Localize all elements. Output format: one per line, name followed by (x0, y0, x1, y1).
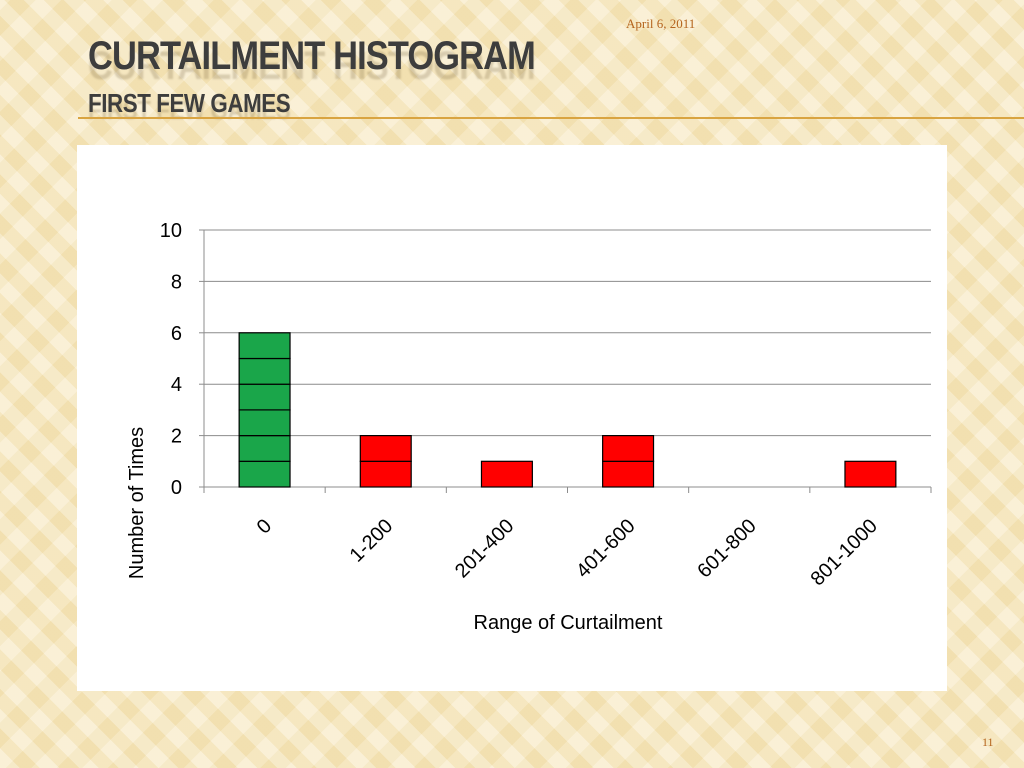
bar-block-0 (238, 357, 291, 385)
title-divider (78, 117, 1024, 119)
axes (199, 229, 932, 493)
y-tick-label: 6 (171, 323, 182, 345)
bar-block-401-600 (602, 460, 655, 488)
gridlines (204, 229, 931, 437)
bar-block-0 (238, 460, 291, 488)
bar-block-401-600 (602, 435, 655, 462)
page-number: 11 (982, 735, 994, 749)
x-tick-label: 801-1000 (807, 515, 882, 590)
x-tick-labels: 0 1-200 201-400 401-600 601-800 801-1000 (253, 515, 882, 590)
slide-date: April 6, 2011 (626, 16, 696, 31)
y-tick-label: 8 (171, 271, 182, 293)
bar-block-0 (238, 435, 291, 462)
y-tick-labels: 0 2 4 6 8 10 (160, 220, 182, 499)
y-tick-label: 10 (160, 220, 182, 242)
y-tick-label: 4 (171, 374, 182, 396)
bars (238, 332, 897, 488)
x-tick-label: 0 (253, 515, 276, 538)
bar-block-1-200 (359, 460, 412, 488)
bar-block-1-200 (359, 435, 412, 462)
y-tick-label: 0 (171, 477, 182, 499)
bar-block-0 (238, 332, 291, 360)
bar-block-801-1000 (844, 460, 897, 488)
x-tick-label: 601-800 (693, 515, 760, 582)
y-axis-label: Number of Times (126, 427, 148, 579)
chart-panel: 0 2 4 6 8 10 0 1-200 201-400 401-600 601-800 801-1… (77, 145, 947, 691)
bar-block-0 (238, 383, 291, 411)
x-tick-label: 1-200 (346, 515, 398, 567)
x-tick-label: 401-600 (572, 515, 639, 582)
y-tick-label: 2 (171, 426, 182, 448)
bar-block-201-400 (480, 460, 533, 488)
bar-block-0 (238, 409, 291, 437)
histogram-chart: 0 2 4 6 8 10 0 1-200 201-400 401-600 601-800 801-1… (126, 220, 932, 634)
x-tick-label: 201-400 (451, 515, 518, 582)
slide-title: CURTAILMENT HISTOGRAM (88, 34, 536, 78)
slide-subtitle: FIRST FEW GAMES (88, 88, 291, 118)
x-axis-label: Range of Curtailment (474, 612, 663, 634)
